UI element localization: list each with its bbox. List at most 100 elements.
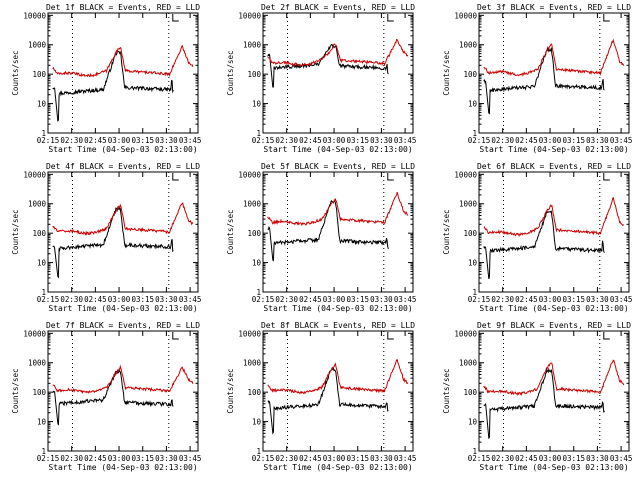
- x-tick-label: 03:45: [394, 136, 417, 145]
- x-axis-label: Start Time (04-Sep-03 02:13:00): [263, 463, 412, 472]
- x-tick-label: 02:30: [491, 295, 514, 304]
- x-tick-label: 03:15: [346, 136, 369, 145]
- x-tick-label: 02:30: [491, 454, 514, 463]
- x-axis-label: Start Time (04-Sep-03 02:13:00): [479, 463, 628, 472]
- y-tick-label: 10: [468, 418, 478, 427]
- series-lld-line: [483, 38, 625, 77]
- x-tick-label: 02:45: [84, 454, 107, 463]
- plot-frame: [47, 171, 199, 293]
- y-axis-label: Counts/sec: [11, 368, 20, 413]
- y-tick-label: 10000: [454, 170, 477, 179]
- x-tick-label: 02:30: [60, 136, 83, 145]
- x-tick-label: 03:30: [370, 454, 393, 463]
- plot-frame: [262, 171, 414, 293]
- x-tick-label: 02:15: [468, 295, 491, 304]
- x-tick-label: 03:45: [179, 295, 202, 304]
- x-tick-label: 03:45: [179, 454, 202, 463]
- y-tick-label: 100: [247, 388, 261, 397]
- x-tick-label: 03:15: [562, 136, 585, 145]
- x-axis-label: Start Time (04-Sep-03 02:13:00): [479, 304, 628, 313]
- y-tick-label: 10000: [23, 11, 46, 20]
- x-tick-label: 03:45: [610, 454, 633, 463]
- plot-frame: [262, 12, 414, 134]
- series-lld-line: [267, 39, 409, 67]
- x-axis-label: Start Time (04-Sep-03 02:13:00): [48, 463, 197, 472]
- x-tick-label: 03:00: [108, 136, 131, 145]
- x-tick-label: 03:30: [586, 454, 609, 463]
- y-tick-label: 10000: [238, 329, 261, 338]
- y-axis-label: Counts/sec: [11, 50, 20, 95]
- plot-frame: [47, 330, 199, 452]
- y-tick-label: 1000: [459, 41, 478, 50]
- series-events-line: [52, 206, 174, 279]
- corner-bracket: [603, 173, 610, 181]
- panel-title: Det 4f BLACK = Events, RED = LLD: [46, 162, 200, 171]
- x-tick-label: 03:15: [562, 295, 585, 304]
- x-tick-label: 03:45: [394, 454, 417, 463]
- series-events-line: [483, 46, 605, 115]
- y-tick-label: 1: [256, 129, 261, 138]
- y-tick-label: 10000: [23, 170, 46, 179]
- panel-title: Det 3f BLACK = Events, RED = LLD: [477, 3, 631, 12]
- plot-frame: [478, 330, 630, 452]
- series-events-line: [267, 43, 389, 88]
- series-events-line: [267, 366, 389, 435]
- corner-bracket: [387, 332, 394, 340]
- x-tick-label: 02:45: [515, 454, 538, 463]
- x-tick-label: 03:15: [346, 295, 369, 304]
- y-tick-label: 100: [247, 229, 261, 238]
- x-tick-label: 02:30: [60, 454, 83, 463]
- x-tick-label: 02:45: [299, 454, 322, 463]
- panel-title: Det 7f BLACK = Events, RED = LLD: [46, 321, 200, 330]
- series-events-line: [483, 209, 605, 279]
- x-tick-label: 02:45: [515, 295, 538, 304]
- x-tick-label: 03:30: [155, 136, 178, 145]
- x-tick-label: 03:45: [610, 295, 633, 304]
- y-axis-label: Counts/sec: [442, 368, 451, 413]
- y-tick-label: 100: [32, 229, 46, 238]
- series-lld-line: [483, 359, 625, 397]
- y-axis-label: Counts/sec: [226, 50, 235, 95]
- y-tick-label: 10: [37, 259, 47, 268]
- y-tick-label: 1000: [28, 200, 47, 209]
- x-tick-label: 03:30: [586, 295, 609, 304]
- y-tick-label: 100: [463, 388, 477, 397]
- x-axis-label: Start Time (04-Sep-03 02:13:00): [48, 304, 197, 313]
- y-tick-label: 100: [32, 388, 46, 397]
- y-tick-label: 10: [252, 100, 262, 109]
- x-tick-label: 03:30: [155, 454, 178, 463]
- y-tick-label: 1: [41, 129, 46, 138]
- panel-title: Det 2f BLACK = Events, RED = LLD: [261, 3, 415, 12]
- y-tick-label: 10: [468, 259, 478, 268]
- x-tick-label: 03:00: [539, 295, 562, 304]
- x-tick-label: 03:30: [586, 136, 609, 145]
- series-lld-line: [267, 359, 409, 395]
- x-axis-label: Start Time (04-Sep-03 02:13:00): [263, 145, 412, 154]
- panel-title: Det 1f BLACK = Events, RED = LLD: [46, 3, 200, 12]
- plot-frame: [478, 12, 630, 134]
- series-events-line: [483, 367, 605, 440]
- series-lld-line: [52, 202, 194, 236]
- series-lld-line: [52, 44, 194, 78]
- x-tick-label: 03:00: [108, 295, 131, 304]
- x-tick-label: 02:15: [252, 136, 275, 145]
- y-tick-label: 1: [472, 447, 477, 456]
- x-tick-label: 02:45: [84, 136, 107, 145]
- panel-det-2: Det 2f BLACK = Events, RED = LLD 02:15 02:…: [226, 3, 416, 154]
- y-tick-label: 1: [41, 447, 46, 456]
- y-axis-label: Counts/sec: [442, 209, 451, 254]
- y-tick-label: 10000: [454, 11, 477, 20]
- y-tick-label: 1000: [28, 359, 47, 368]
- x-tick-label: 02:30: [491, 136, 514, 145]
- panel-title: Det 5f BLACK = Events, RED = LLD: [261, 162, 415, 171]
- x-tick-label: 03:30: [370, 295, 393, 304]
- x-tick-label: 02:30: [275, 136, 298, 145]
- x-tick-label: 02:15: [252, 295, 275, 304]
- x-tick-label: 02:15: [468, 454, 491, 463]
